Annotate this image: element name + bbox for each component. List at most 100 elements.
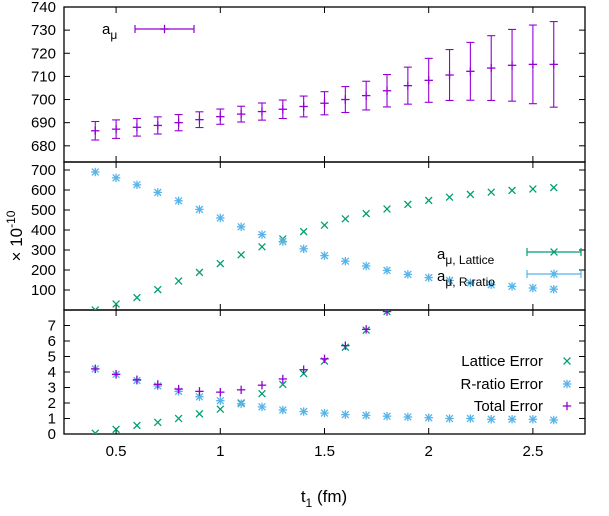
x-axis-title: t1 (fm) <box>301 487 347 510</box>
data-point-1-0 <box>174 277 183 285</box>
data-point-2-2 <box>91 364 100 374</box>
y-tick-label: 2 <box>48 395 56 412</box>
data-point-1-0 <box>299 227 308 236</box>
data-point-2-0 <box>133 421 141 430</box>
data-point-2-0 <box>174 414 183 423</box>
data-point-0-0 <box>361 91 371 100</box>
data-point-1-0 <box>320 221 329 230</box>
y-tick-label: 690 <box>31 115 56 132</box>
legend-marker-2 <box>562 401 572 411</box>
data-point-1-1 <box>445 276 454 285</box>
data-point-2-2 <box>174 384 183 394</box>
y-tick-label: 3 <box>48 380 56 397</box>
data-point-0-0 <box>299 102 308 111</box>
legend-label-0: Lattice Error <box>461 353 543 370</box>
data-point-1-1 <box>278 237 288 246</box>
data-point-0-0 <box>236 109 246 119</box>
data-point-1-0 <box>133 293 141 302</box>
data-point-2-1 <box>382 411 392 421</box>
data-point-0-0 <box>195 115 204 124</box>
x-tick-label: 1.5 <box>314 443 335 460</box>
y-tick-label: 6 <box>48 333 56 350</box>
y-tick-label: 600 <box>31 182 56 199</box>
data-point-1-0 <box>549 183 558 192</box>
legend-label-lattice-sub: μ, Lattice <box>445 253 494 267</box>
data-point-1-0 <box>91 306 100 310</box>
bottom-panel-marks <box>91 310 558 434</box>
data-point-1-1 <box>299 244 308 253</box>
data-point-0-0 <box>132 123 142 132</box>
legend-label-rratio: aμ, R-ratio <box>437 268 495 289</box>
data-point-2-2 <box>361 325 371 334</box>
data-point-2-1 <box>445 414 454 423</box>
data-point-0-0 <box>507 61 517 70</box>
data-point-2-1 <box>216 396 225 405</box>
x-tick-label: 2.5 <box>522 443 543 460</box>
legend-label-1: R-ratio Error <box>460 376 543 393</box>
data-point-1-1 <box>320 251 329 260</box>
data-point-1-1 <box>466 278 475 287</box>
data-point-1-0 <box>362 209 371 218</box>
x-axis-title-main: t <box>301 487 306 506</box>
data-point-1-1 <box>382 266 392 275</box>
y-tick-label: 5 <box>48 349 56 366</box>
data-point-0-0 <box>382 86 392 95</box>
data-point-1-0 <box>112 300 120 308</box>
data-point-2-1 <box>487 415 496 424</box>
data-point-1-1 <box>549 285 558 294</box>
data-point-2-2 <box>299 365 308 374</box>
data-point-1-1 <box>361 261 371 271</box>
data-point-2-1 <box>278 405 288 415</box>
data-point-1-0 <box>424 196 433 205</box>
tick-labels: 0.5 1 1.5 2 2.568069070071072073074010020030… <box>31 0 543 460</box>
y-tick-label: 400 <box>31 222 56 239</box>
data-point-1-1 <box>257 230 267 239</box>
data-point-1-1 <box>111 173 121 182</box>
data-point-2-0 <box>112 425 120 434</box>
data-point-0-0 <box>257 107 267 116</box>
data-point-1-1 <box>341 257 350 266</box>
data-point-2-1 <box>299 407 308 416</box>
y-tick-label: 680 <box>31 138 56 155</box>
x-tick-label: 1 <box>216 443 224 460</box>
data-point-0-0 <box>278 105 288 114</box>
y-tick-label: 0 <box>48 426 56 443</box>
legend-label-lattice-main: a <box>437 246 446 263</box>
data-point-2-1 <box>361 411 371 420</box>
data-point-1-0 <box>445 193 454 202</box>
legend-label-amu-sub: μ <box>110 28 117 42</box>
y-tick-label: 7 <box>48 318 56 335</box>
data-point-2-0 <box>195 409 204 418</box>
y-tick-label: 500 <box>31 202 56 219</box>
y-tick-label: 710 <box>31 68 56 85</box>
data-point-0-0 <box>487 63 496 73</box>
data-point-1-1 <box>507 282 517 291</box>
y-tick-label: 700 <box>31 162 56 179</box>
data-point-1-0 <box>216 259 225 268</box>
data-point-2-2 <box>236 385 246 395</box>
data-point-1-0 <box>258 242 266 251</box>
y-tick-label: 100 <box>31 282 56 299</box>
middle-panel-marks <box>91 167 558 310</box>
data-point-2-2 <box>382 310 392 316</box>
data-point-1-1 <box>132 180 142 189</box>
data-point-1-0 <box>529 185 537 193</box>
data-point-1-1 <box>403 270 413 279</box>
data-point-1-1 <box>174 196 183 205</box>
legend-sample-lattice-marker <box>550 248 558 256</box>
data-point-2-2 <box>257 380 267 390</box>
data-point-2-2 <box>278 374 288 384</box>
data-point-2-2 <box>320 354 329 364</box>
data-point-1-1 <box>236 222 246 231</box>
data-point-2-1 <box>528 415 538 424</box>
data-point-1-1 <box>487 280 496 289</box>
data-point-0-0 <box>91 126 100 135</box>
data-point-0-0 <box>341 95 350 104</box>
data-point-2-2 <box>216 387 225 397</box>
data-point-0-0 <box>403 81 413 90</box>
data-point-1-1 <box>528 283 538 293</box>
data-point-0-0 <box>445 70 454 80</box>
y-axis-title: × 10-10 <box>4 210 26 261</box>
x-tick-label: 0.5 <box>106 443 127 460</box>
